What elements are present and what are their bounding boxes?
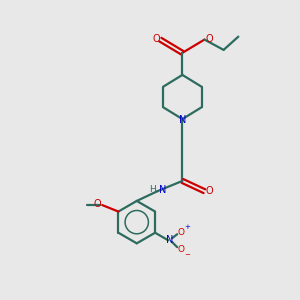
Text: O: O bbox=[93, 199, 101, 209]
Text: O: O bbox=[152, 34, 160, 44]
Text: N: N bbox=[159, 185, 166, 195]
Text: +: + bbox=[184, 224, 190, 230]
Text: O: O bbox=[205, 34, 213, 44]
Text: N: N bbox=[166, 235, 173, 245]
Text: N: N bbox=[179, 115, 186, 125]
Text: −: − bbox=[184, 251, 190, 257]
Text: O: O bbox=[177, 228, 184, 237]
Text: O: O bbox=[177, 245, 184, 254]
Text: H: H bbox=[149, 185, 156, 194]
Text: O: O bbox=[206, 186, 214, 196]
